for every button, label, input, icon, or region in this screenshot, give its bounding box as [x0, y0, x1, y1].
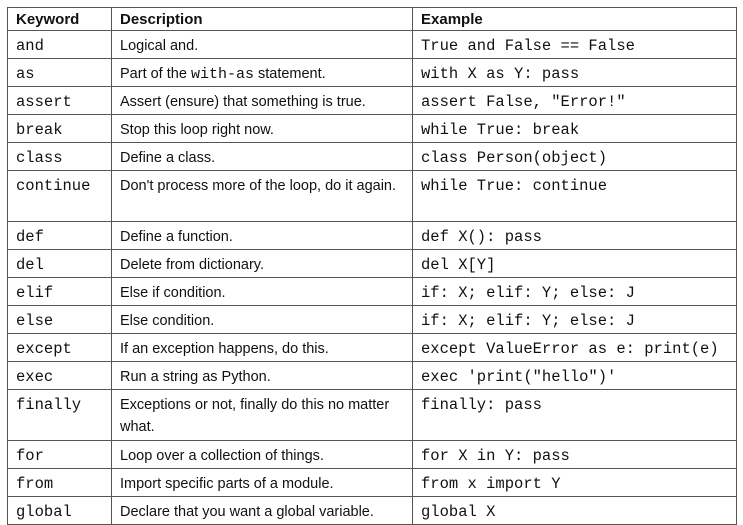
description-cell: Stop this loop right now.: [111, 114, 413, 143]
example-cell: from x import Y: [412, 468, 737, 497]
description-cell: Assert (ensure) that something is true.: [111, 86, 413, 115]
example-cell: if: X; elif: Y; else: J: [412, 305, 737, 334]
keyword-cell: class: [7, 142, 112, 171]
description-cell: Logical and.: [111, 30, 413, 59]
keyword-cell: for: [7, 440, 112, 469]
table-row: else Else condition. if: X; elif: Y; els…: [7, 305, 737, 334]
keyword-cell: elif: [7, 277, 112, 306]
description-cell: Declare that you want a global variable.: [111, 496, 413, 525]
keyword-cell: finally: [7, 389, 112, 441]
description-cell: Exceptions or not, finally do this no ma…: [111, 389, 413, 441]
description-cell: Delete from dictionary.: [111, 249, 413, 278]
example-header: Example: [412, 7, 737, 31]
description-cell: Else condition.: [111, 305, 413, 334]
keyword-header: Keyword: [7, 7, 112, 31]
table-row: continue Don't process more of the loop,…: [7, 170, 737, 222]
description-header: Description: [111, 7, 413, 31]
table-row: except If an exception happens, do this.…: [7, 333, 737, 362]
example-cell: class Person(object): [412, 142, 737, 171]
keyword-cell: assert: [7, 86, 112, 115]
table-row: del Delete from dictionary. del X[Y]: [7, 249, 737, 278]
description-cell: If an exception happens, do this.: [111, 333, 413, 362]
keyword-cell: else: [7, 305, 112, 334]
example-cell: exec 'print("hello")': [412, 361, 737, 390]
table-row: break Stop this loop right now. while Tr…: [7, 114, 737, 143]
description-text: Part of the: [120, 66, 191, 82]
keyword-cell: from: [7, 468, 112, 497]
keyword-cell: break: [7, 114, 112, 143]
table-row: from Import specific parts of a module. …: [7, 468, 737, 497]
keyword-cell: as: [7, 58, 112, 87]
header-row: Keyword Description Example: [7, 7, 737, 31]
example-cell: while True: continue: [412, 170, 737, 222]
description-cell: Part of the with-as statement.: [111, 58, 413, 87]
description-cell: Run a string as Python.: [111, 361, 413, 390]
example-cell: for X in Y: pass: [412, 440, 737, 469]
keyword-cell: def: [7, 221, 112, 250]
description-cell: Define a class.: [111, 142, 413, 171]
table-row: for Loop over a collection of things. fo…: [7, 440, 737, 469]
description-text: statement.: [253, 66, 326, 82]
example-cell: def X(): pass: [412, 221, 737, 250]
description-cell: Define a function.: [111, 221, 413, 250]
table-row: elif Else if condition. if: X; elif: Y; …: [7, 277, 737, 306]
table-row: class Define a class. class Person(objec…: [7, 142, 737, 171]
example-cell: True and False == False: [412, 30, 737, 59]
table-row: assert Assert (ensure) that something is…: [7, 86, 737, 115]
example-cell: if: X; elif: Y; else: J: [412, 277, 737, 306]
example-cell: finally: pass: [412, 389, 737, 441]
description-cell: Else if condition.: [111, 277, 413, 306]
description-cell: Don't process more of the loop, do it ag…: [111, 170, 413, 222]
keyword-cell: global: [7, 496, 112, 525]
keyword-cell: exec: [7, 361, 112, 390]
example-cell: except ValueError as e: print(e): [412, 333, 737, 362]
description-cell: Import specific parts of a module.: [111, 468, 413, 497]
example-cell: while True: break: [412, 114, 737, 143]
keyword-cell: del: [7, 249, 112, 278]
example-cell: assert False, "Error!": [412, 86, 737, 115]
example-cell: with X as Y: pass: [412, 58, 737, 87]
keyword-cell: except: [7, 333, 112, 362]
table-row: global Declare that you want a global va…: [7, 496, 737, 525]
example-cell: del X[Y]: [412, 249, 737, 278]
table-row: finally Exceptions or not, finally do th…: [7, 389, 737, 441]
table-row: as Part of the with-as statement. with X…: [7, 58, 737, 87]
table-row: def Define a function. def X(): pass: [7, 221, 737, 250]
keyword-cell: continue: [7, 170, 112, 222]
keyword-table: Keyword Description Example and Logical …: [7, 7, 737, 525]
description-cell: Loop over a collection of things.: [111, 440, 413, 469]
description-code: with-as: [190, 66, 254, 83]
table-row: and Logical and. True and False == False: [7, 30, 737, 59]
example-cell: global X: [412, 496, 737, 525]
keyword-cell: and: [7, 30, 112, 59]
table-row: exec Run a string as Python. exec 'print…: [7, 361, 737, 390]
